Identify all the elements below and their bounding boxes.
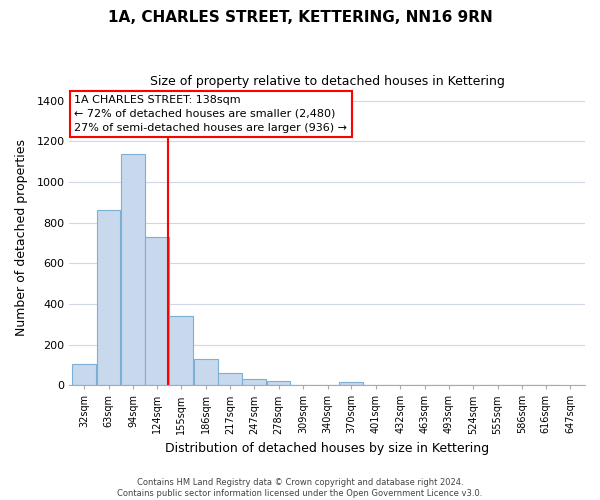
Bar	[72, 364, 96, 385]
Bar	[242, 379, 266, 385]
Text: 1A CHARLES STREET: 138sqm
← 72% of detached houses are smaller (2,480)
27% of se: 1A CHARLES STREET: 138sqm ← 72% of detac…	[74, 95, 347, 133]
Title: Size of property relative to detached houses in Kettering: Size of property relative to detached ho…	[150, 75, 505, 88]
Bar	[97, 210, 121, 385]
Bar	[218, 373, 242, 385]
Bar	[145, 237, 169, 385]
Bar	[266, 381, 290, 385]
Bar	[121, 154, 145, 385]
Bar	[169, 316, 193, 385]
Text: 1A, CHARLES STREET, KETTERING, NN16 9RN: 1A, CHARLES STREET, KETTERING, NN16 9RN	[107, 10, 493, 25]
Y-axis label: Number of detached properties: Number of detached properties	[15, 140, 28, 336]
X-axis label: Distribution of detached houses by size in Kettering: Distribution of detached houses by size …	[165, 442, 489, 455]
Text: Contains HM Land Registry data © Crown copyright and database right 2024.
Contai: Contains HM Land Registry data © Crown c…	[118, 478, 482, 498]
Bar	[194, 358, 218, 385]
Bar	[340, 382, 363, 385]
